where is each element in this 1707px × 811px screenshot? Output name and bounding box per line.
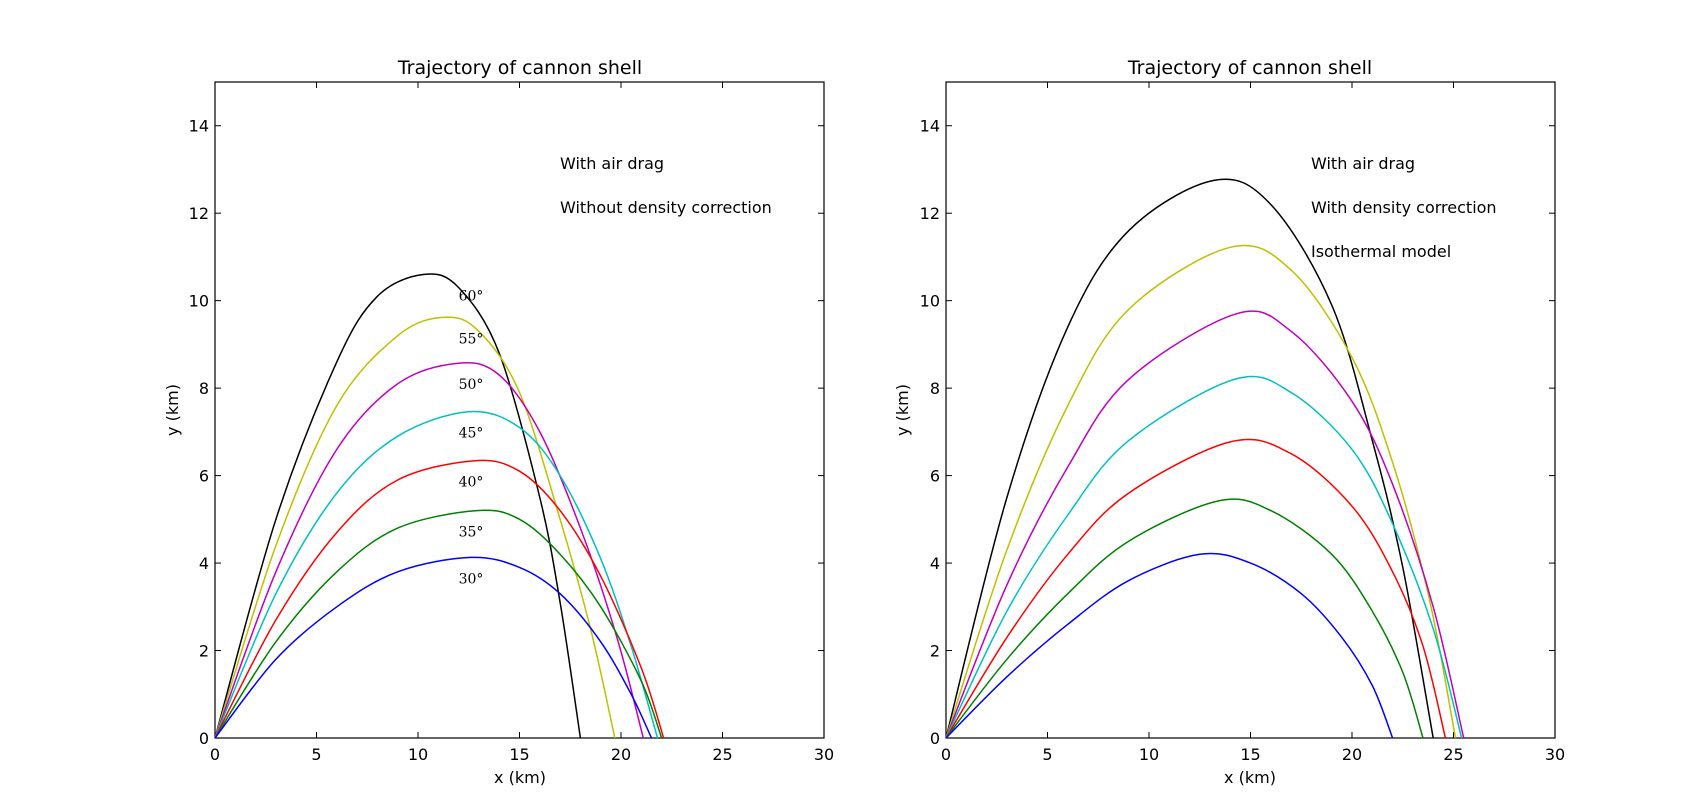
right-trajectory-line-4 bbox=[945, 438, 1447, 739]
right-note-isothermal: Isothermal model bbox=[1311, 242, 1451, 261]
left-x-tick-label: 20 bbox=[611, 745, 631, 764]
right-plot-frame bbox=[945, 81, 1556, 739]
left-y-axis-label: y (km) bbox=[163, 384, 182, 436]
right-trajectory-line-0 bbox=[945, 178, 1434, 739]
right-x-tick-label: 20 bbox=[1342, 745, 1362, 764]
left-trajectory-line-2 bbox=[214, 362, 645, 739]
left-x-axis-label: x (km) bbox=[494, 768, 546, 787]
left-x-tick-label: 25 bbox=[712, 745, 732, 764]
left-x-tick-label: 15 bbox=[509, 745, 529, 764]
left-x-tick-label: 10 bbox=[408, 745, 428, 764]
left-angle-label: 50° bbox=[459, 377, 484, 393]
right-trajectory-line-3 bbox=[945, 375, 1463, 739]
left-y-tick-label: 2 bbox=[199, 642, 209, 661]
right-x-tick-label: 5 bbox=[1042, 745, 1052, 764]
left-y-tick-label: 0 bbox=[199, 729, 209, 748]
left-note-air-drag: With air drag bbox=[560, 154, 664, 173]
right-y-tick-label: 12 bbox=[920, 204, 940, 223]
left-trajectory-line-0 bbox=[214, 273, 582, 739]
right-note-density: With density correction bbox=[1311, 198, 1497, 217]
left-y-tick-label: 8 bbox=[199, 379, 209, 398]
left-note-density: Without density correction bbox=[560, 198, 772, 217]
left-trajectory-line-3 bbox=[214, 410, 659, 739]
right-x-tick-label: 15 bbox=[1240, 745, 1260, 764]
right-x-tick-label: 25 bbox=[1443, 745, 1463, 764]
left-x-tick-label: 30 bbox=[814, 745, 834, 764]
left-angle-label: 55° bbox=[459, 331, 484, 347]
left-chart-title: Trajectory of cannon shell bbox=[397, 57, 642, 79]
left-x-tick-label: 0 bbox=[210, 745, 220, 764]
right-note-air-drag: With air drag bbox=[1311, 154, 1415, 173]
left-trajectory-line-4 bbox=[214, 459, 665, 739]
right-y-tick-label: 6 bbox=[930, 467, 940, 486]
left-x-tick-label: 5 bbox=[311, 745, 321, 764]
left-ticks: 0 5 10 15 20 25 30 0 2 4 6 8 10 12 14 bbox=[189, 82, 834, 764]
left-angle-labels: 60° 55° 50° 45° 40° 35° 30° bbox=[459, 288, 484, 587]
left-curves bbox=[214, 273, 665, 739]
right-chart-title: Trajectory of cannon shell bbox=[1127, 57, 1372, 79]
right-x-axis-label: x (km) bbox=[1224, 768, 1276, 787]
right-chart: Trajectory of cannon shell 0 5 10 15 20 25 300… bbox=[893, 57, 1565, 787]
left-y-tick-label: 6 bbox=[199, 467, 209, 486]
right-trajectory-line-5 bbox=[945, 498, 1424, 739]
left-y-tick-label: 10 bbox=[189, 292, 209, 311]
right-y-axis-label: y (km) bbox=[893, 384, 912, 436]
left-angle-label: 40° bbox=[459, 475, 484, 491]
right-trajectory-line-1 bbox=[945, 244, 1457, 739]
left-y-tick-label: 14 bbox=[189, 117, 209, 136]
right-x-tick-label: 30 bbox=[1545, 745, 1565, 764]
right-ticks: 0 5 10 15 20 25 30 0 2 4 6 8 10 12 14 bbox=[920, 82, 1565, 764]
left-trajectory-line-6 bbox=[214, 556, 653, 739]
right-trajectory-line-6 bbox=[945, 552, 1394, 739]
right-trajectory-line-2 bbox=[945, 310, 1465, 739]
left-y-tick-label: 12 bbox=[189, 204, 209, 223]
right-y-tick-label: 0 bbox=[930, 729, 940, 748]
left-chart: Trajectory of cannon shell 0 5 10 15 20 25 300… bbox=[163, 57, 834, 787]
right-x-tick-label: 0 bbox=[941, 745, 951, 764]
right-y-tick-label: 4 bbox=[930, 554, 940, 573]
right-y-tick-label: 8 bbox=[930, 379, 940, 398]
left-angle-label: 35° bbox=[459, 525, 484, 541]
left-angle-label: 30° bbox=[459, 571, 484, 587]
left-trajectory-line-1 bbox=[214, 316, 616, 739]
right-curves bbox=[945, 178, 1465, 739]
right-y-tick-label: 14 bbox=[920, 117, 940, 136]
right-y-tick-label: 10 bbox=[920, 292, 940, 311]
right-x-tick-label: 10 bbox=[1139, 745, 1159, 764]
right-y-tick-label: 2 bbox=[930, 642, 940, 661]
left-angle-label: 60° bbox=[459, 288, 484, 304]
left-y-tick-label: 4 bbox=[199, 554, 209, 573]
left-trajectory-line-5 bbox=[214, 509, 663, 739]
left-angle-label: 45° bbox=[459, 426, 484, 442]
left-plot-frame bbox=[214, 81, 825, 739]
